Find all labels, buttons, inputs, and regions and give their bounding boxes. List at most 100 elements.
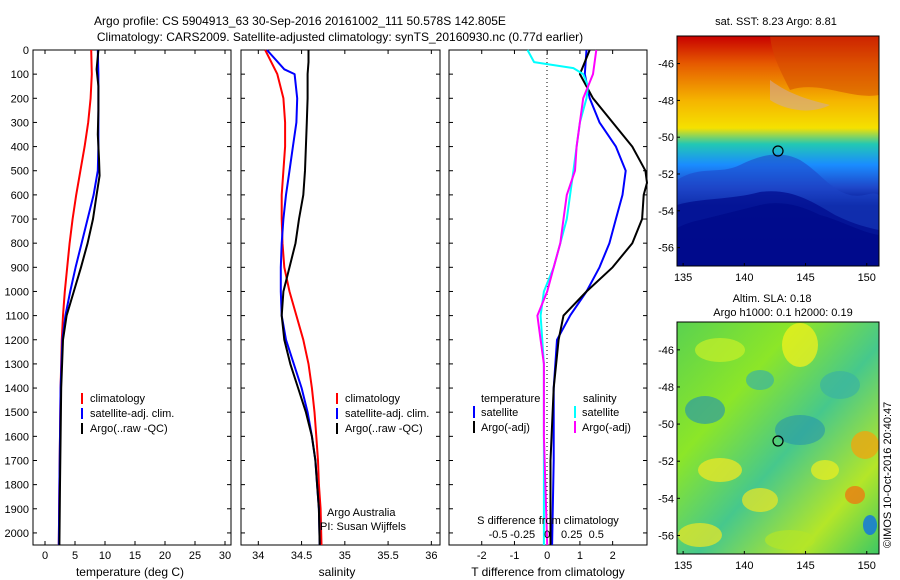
map-x-tick-label: 135	[674, 560, 692, 572]
sst-map-title: sat. SST: 8.23 Argo: 8.81	[715, 16, 837, 28]
salinity-legend: climatology satellite-adj. clim. Argo(..…	[336, 393, 429, 435]
sla-blob	[811, 460, 839, 480]
series-line	[266, 49, 321, 546]
sla-blob	[765, 530, 815, 550]
salinity-plot-frame	[240, 49, 441, 546]
y-tick-label: 1800	[5, 480, 29, 492]
x-tick-label: -1	[510, 550, 520, 562]
legend-label-argo: Argo(..raw -QC)	[90, 423, 168, 435]
sla-map-ticks: 135 140 145 150 -46 -48 -50 -52 -54 -56	[658, 345, 876, 572]
map-y-tick-label: -52	[658, 456, 674, 468]
legend-label-climatology: climatology	[90, 393, 146, 405]
legend-label-satellite: satellite-adj. clim.	[345, 408, 429, 420]
x-tick-label: 36	[425, 550, 437, 562]
sst-argo-marker	[772, 145, 784, 157]
x-tick-label: 10	[99, 550, 111, 562]
salinity-lines	[264, 49, 323, 546]
difference-panel: -2 -1 0 1 2 S difference from climatology -0…	[448, 49, 648, 579]
y-tick-label: 1300	[5, 359, 29, 371]
series-line	[536, 49, 598, 546]
sal-tick-label: -0.25	[510, 529, 535, 541]
x-tick-label: 34	[252, 550, 264, 562]
sal-tick-label: -0.5	[489, 529, 508, 541]
header-line-1: Argo profile: CS 5904913_63 30-Sep-2016 …	[94, 14, 506, 28]
temperature-legend: climatology satellite-adj. clim. Argo(..…	[81, 393, 174, 435]
x-tick-label: -2	[477, 550, 487, 562]
salinity-xlabel: salinity	[319, 565, 356, 579]
map-x-tick-label: 145	[796, 560, 814, 572]
annotation-institution: Argo Australia	[327, 507, 396, 519]
y-tick-label: 500	[11, 166, 29, 178]
difference-plot-frame	[448, 49, 648, 546]
x-tick-label: 35	[339, 550, 351, 562]
y-tick-label: 1900	[5, 504, 29, 516]
sla-blob	[851, 431, 879, 459]
x-tick-label: 30	[219, 550, 231, 562]
sla-map-subtitle: Argo h1000: 0.1 h2000: 0.19	[713, 307, 852, 319]
sal-tick-label: 0.25	[561, 529, 582, 541]
y-tick-label: 1600	[5, 431, 29, 443]
legend-label-satellite: satellite-adj. clim.	[90, 408, 174, 420]
sst-texture	[677, 36, 879, 266]
x-tick-label: 0	[544, 550, 550, 562]
sla-blob	[782, 323, 818, 367]
x-tick-label: 1	[577, 550, 583, 562]
series-line	[57, 49, 93, 546]
sla-argo-marker	[772, 435, 784, 447]
series-line	[280, 50, 321, 546]
sla-map-frame	[676, 321, 880, 555]
legend-label-climatology: climatology	[345, 393, 401, 405]
map-y-tick-label: -56	[658, 530, 674, 542]
sst-cold-core	[677, 191, 879, 266]
sst-map-panel: sat. SST: 8.23 Argo: 8.81	[658, 16, 880, 284]
y-tick-label: 200	[11, 93, 29, 105]
y-tick-label: 1100	[5, 311, 29, 323]
header-line-2: Climatology: CARS2009. Satellite-adjuste…	[97, 30, 583, 44]
difference-ticks: -2 -1 0 1 2	[449, 49, 647, 562]
temperature-lines	[57, 49, 101, 546]
series-line	[549, 49, 648, 545]
map-y-tick-label: -54	[658, 493, 674, 505]
sst-map-frame	[676, 35, 880, 267]
sal-tick-label: 0.5	[589, 529, 604, 541]
y-tick-label: 2000	[5, 528, 29, 540]
x-tick-label: 25	[189, 550, 201, 562]
temperature-ticks: 0100200300400500600700800900100011001200…	[5, 45, 232, 562]
salinity-tick-labels: -0.5 -0.25 0 0.25 0.5	[489, 529, 604, 541]
series-line	[58, 49, 101, 546]
map-y-tick-label: -52	[658, 169, 674, 181]
map-y-tick-label: -50	[658, 419, 674, 431]
sst-map-ticks: 135 140 145 150 -46 -48 -50 -52 -54 -56	[658, 59, 876, 284]
x-tick-label: 5	[72, 550, 78, 562]
sla-map-panel: Altim. SLA: 0.18 Argo h1000: 0.1 h2000: …	[658, 293, 880, 572]
map-y-tick-label: -56	[658, 243, 674, 255]
y-tick-label: 300	[11, 117, 29, 129]
sla-blob	[742, 488, 778, 512]
x-tick-label: 34.5	[291, 550, 312, 562]
salinity-panel: 34 34.5 35 35.5 36 salinity climatology sate…	[240, 49, 441, 579]
difference-xlabel-temperature: T difference from climatology	[471, 565, 625, 579]
legend-label-sal-argo: Argo(-adj)	[582, 422, 631, 434]
y-tick-label: 700	[11, 214, 29, 226]
x-tick-label: 0	[42, 550, 48, 562]
y-tick-label: 0	[23, 45, 29, 57]
sla-blob	[685, 396, 725, 424]
map-y-tick-label: -48	[658, 95, 674, 107]
y-tick-label: 100	[11, 69, 29, 81]
sla-blob	[775, 415, 825, 445]
sla-blob	[845, 486, 865, 504]
temperature-plot-frame	[32, 49, 232, 546]
series-line	[264, 49, 323, 546]
map-x-tick-label: 150	[858, 272, 876, 284]
legend-heading-salinity: salinity	[583, 393, 617, 405]
difference-lines	[526, 49, 648, 546]
sla-blob	[746, 370, 774, 390]
map-y-tick-label: -50	[658, 132, 674, 144]
sla-blob	[698, 458, 742, 482]
sla-blob	[820, 371, 860, 399]
legend-heading-temperature: temperature	[481, 393, 540, 405]
difference-legend: temperature satellite Argo(-adj) salinit…	[473, 393, 631, 434]
annotation-pi: PI: Susan Wijffels	[320, 521, 406, 533]
legend-label-sal-satellite: satellite	[582, 407, 619, 419]
